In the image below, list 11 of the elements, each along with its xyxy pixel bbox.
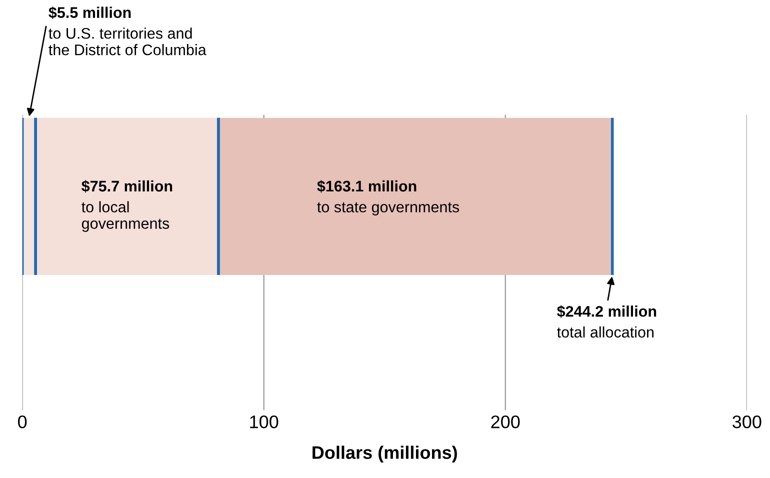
x-tick-label: 300 <box>732 415 762 428</box>
data-label: $163.1 million to state governments <box>317 180 460 216</box>
total-label: $244.2 million total allocation <box>557 305 656 338</box>
x-axis-title: Dollars (millions) <box>312 446 457 463</box>
x-tick-label: 200 <box>491 415 520 428</box>
data-label: $5.5 million to U.S. territories and the District of Columbia <box>48 6 206 56</box>
data-label: $75.7 million to local governments <box>82 180 172 232</box>
bar <box>218 118 612 275</box>
bar <box>36 118 218 275</box>
x-tick-label: 100 <box>250 415 278 428</box>
x-tick-label: 0 <box>18 415 27 428</box>
